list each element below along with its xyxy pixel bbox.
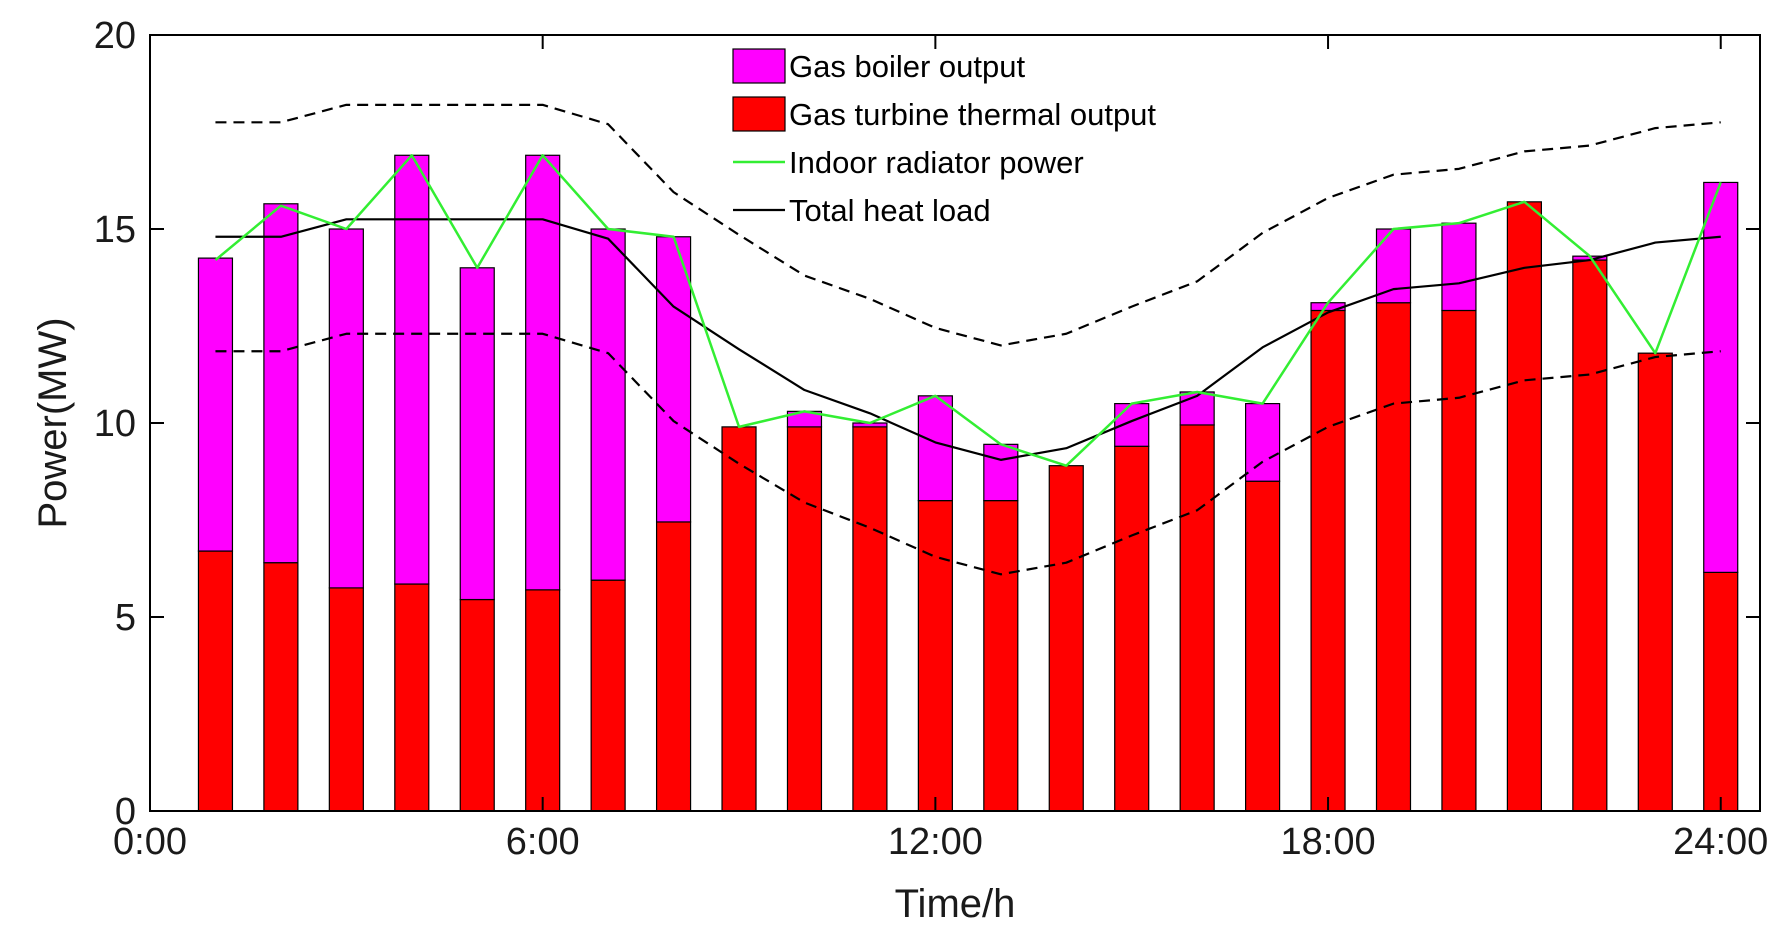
legend-label-total-heat-load: Total heat load	[789, 193, 991, 228]
line-lower-bound	[215, 332, 1721, 576]
bar-gas-turbine-h12	[917, 500, 953, 812]
bar-gas-turbine-h4	[394, 583, 430, 812]
bar-gas-turbine-h24	[1703, 571, 1739, 812]
legend: Gas boiler output Gas turbine thermal out…	[732, 48, 1156, 228]
y-tick-label: 10	[94, 403, 136, 445]
x-axis-title: Time/h	[895, 882, 1016, 926]
line-indoor-radiator-power	[214, 154, 1722, 467]
x-tick-label: 24:00	[1673, 821, 1768, 863]
y-tick-label: 20	[94, 15, 136, 57]
bar-gas-turbine-h20	[1441, 309, 1477, 812]
bar-gas-turbine-h23	[1637, 352, 1673, 812]
bar-gas-boiler-h17	[1245, 403, 1281, 482]
bar-gas-boiler-h8	[655, 236, 692, 523]
bar-gas-boiler-h19	[1375, 228, 1412, 304]
bar-gas-boiler-h6	[525, 154, 561, 591]
bar-gas-turbine-h8	[655, 521, 692, 812]
y-tick-label: 0	[115, 791, 136, 833]
bar-gas-turbine-h14	[1048, 465, 1084, 812]
bar-gas-turbine-h11	[852, 426, 888, 812]
bar-gas-turbine-h15	[1114, 445, 1150, 812]
bar-gas-turbine-h19	[1375, 302, 1412, 812]
bar-gas-boiler-h4	[394, 154, 430, 585]
bar-gas-boiler-h15	[1114, 403, 1150, 447]
bar-gas-turbine-h5	[459, 598, 495, 812]
lines-layer	[214, 103, 1722, 576]
legend-swatch-gas-turbine-thermal-output	[732, 96, 786, 132]
bar-gas-boiler-h24	[1703, 181, 1739, 573]
y-tick-label: 15	[94, 209, 136, 251]
x-tick-label: 6:00	[506, 821, 580, 863]
bar-gas-turbine-h22	[1572, 259, 1608, 812]
bar-gas-boiler-h7	[590, 228, 626, 581]
bar-gas-turbine-h10	[786, 426, 823, 812]
bar-gas-boiler-h13	[983, 443, 1019, 502]
bar-gas-turbine-h6	[525, 589, 561, 812]
bar-gas-turbine-h9	[721, 426, 757, 812]
y-tick-label: 5	[115, 597, 136, 639]
bar-gas-turbine-h1	[197, 550, 234, 812]
bar-gas-boiler-h1	[197, 257, 234, 552]
bar-gas-boiler-h3	[328, 228, 364, 589]
bar-gas-turbine-h18	[1310, 309, 1346, 812]
bar-gas-turbine-h3	[328, 587, 364, 812]
bars-layer	[197, 154, 1739, 812]
bar-gas-boiler-h20	[1441, 222, 1477, 312]
line-total-heat-load	[215, 218, 1721, 461]
bar-gas-boiler-h2	[263, 203, 299, 564]
x-tick-label: 12:00	[888, 821, 983, 863]
x-tick-label: 18:00	[1281, 821, 1376, 863]
bar-gas-turbine-h16	[1179, 424, 1215, 812]
legend-swatch-gas-boiler-output	[732, 48, 786, 84]
bar-gas-boiler-h12	[917, 395, 953, 502]
bar-gas-turbine-h21	[1506, 201, 1542, 812]
y-axis-title: Power(MW)	[31, 317, 75, 528]
line-upper-bound	[215, 103, 1721, 347]
bar-gas-turbine-h13	[983, 500, 1019, 812]
ticks-layer: 0:00 6:00 12:00 18:00 24:00 0 5 10 15 20	[94, 15, 1769, 863]
bar-gas-turbine-h17	[1245, 480, 1281, 812]
bar-gas-turbine-h2	[263, 562, 299, 812]
x-tick-label: 0:00	[113, 821, 187, 863]
legend-label-gas-turbine-thermal-output: Gas turbine thermal output	[789, 97, 1156, 132]
legend-label-gas-boiler-output: Gas boiler output	[789, 49, 1025, 84]
bar-gas-boiler-h5	[459, 267, 495, 601]
legend-label-indoor-radiator-power: Indoor radiator power	[789, 145, 1084, 180]
bar-gas-turbine-h7	[590, 579, 626, 812]
